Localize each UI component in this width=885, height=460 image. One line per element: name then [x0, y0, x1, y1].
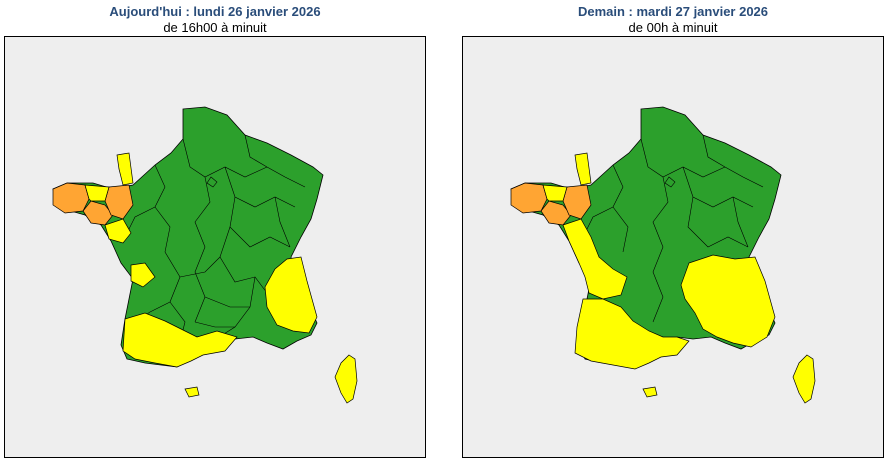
- region-alps: [264, 256, 318, 334]
- region-finistere: [52, 182, 90, 214]
- region-cotes-armor: [542, 184, 568, 202]
- region-southwest: [574, 298, 690, 370]
- region-charente: [130, 262, 156, 288]
- region-west-coast: [562, 218, 628, 300]
- region-southwest: [122, 312, 238, 368]
- tomorrow-map[interactable]: [462, 36, 884, 458]
- region-cotes-armor: [84, 184, 110, 202]
- tomorrow-subtitle: de 00h à minuit: [628, 20, 718, 35]
- tomorrow-france-map: [510, 106, 816, 404]
- today-panel: Aujourd'hui : lundi 26 janvier 2026 de 1…: [4, 0, 426, 460]
- region-pyrenees-orientales: [184, 386, 200, 398]
- tomorrow-panel: Demain : mardi 27 janvier 2026 de 00h à …: [462, 0, 884, 460]
- department-borders: [582, 134, 764, 323]
- today-title: Aujourd'hui : lundi 26 janvier 2026: [109, 4, 321, 19]
- today-france-map: [52, 106, 358, 404]
- region-finistere: [510, 182, 548, 214]
- corsica: [792, 354, 816, 404]
- department-borders: [124, 134, 306, 343]
- today-map[interactable]: [4, 36, 426, 458]
- region-manche: [574, 152, 592, 186]
- today-subtitle: de 16h00 à minuit: [163, 20, 267, 35]
- region-east-central: [680, 254, 776, 348]
- region-loire-atlantique: [104, 218, 132, 244]
- region-pyrenees-orientales: [642, 386, 658, 398]
- corsica: [334, 354, 358, 404]
- mainland-france: [52, 106, 324, 368]
- tomorrow-title: Demain : mardi 27 janvier 2026: [577, 4, 769, 19]
- region-manche: [116, 152, 134, 186]
